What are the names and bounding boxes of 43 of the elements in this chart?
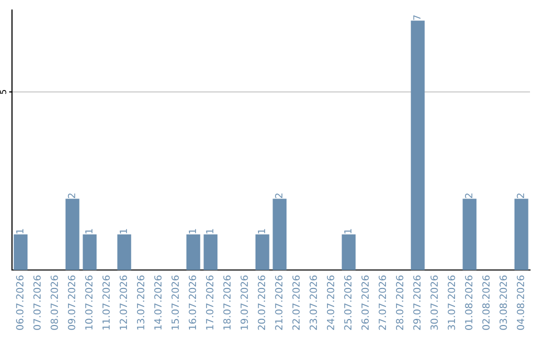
- x-tick-label: 23.07.2026: [310, 275, 317, 330]
- x-tick-label: 04.08.2026: [516, 275, 524, 330]
- x-tick-label: 30.07.2026: [430, 275, 438, 330]
- data-label: 1: [206, 229, 214, 234]
- data-label: 2: [465, 194, 472, 198]
- x-tick-label: 18.07.2026: [223, 275, 231, 330]
- x-tick-label: 16.07.2026: [188, 275, 196, 330]
- x-tick-label: 12.07.2026: [120, 275, 128, 330]
- data-label: 1: [188, 229, 196, 234]
- data-label: 7: [413, 15, 420, 20]
- data-label: 1: [85, 229, 92, 234]
- x-tick-label: 17.07.2026: [206, 275, 214, 330]
- x-tick-label: 29.07.2026: [413, 275, 421, 330]
- x-tick-label: 15.07.2026: [172, 275, 179, 330]
- x-tick-label: 08.07.2026: [50, 275, 58, 330]
- x-tick-label: 20.07.2026: [258, 275, 266, 330]
- x-tick-label: 22.07.2026: [292, 275, 300, 330]
- x-tick-label: 25.07.2026: [344, 275, 352, 330]
- data-label: 1: [344, 229, 352, 234]
- x-tick-label: 06.07.2026: [16, 275, 24, 330]
- x-tick-label: 09.07.2026: [68, 275, 76, 330]
- x-tick-label: 24.07.2026: [326, 275, 334, 330]
- x-tick-label: 13.07.2026: [136, 275, 144, 330]
- data-label: 1: [258, 229, 266, 234]
- x-tick-label: 19.07.2026: [240, 275, 248, 330]
- x-tick-label: 14.07.2026: [154, 275, 162, 330]
- x-tick-label: 28.07.2026: [396, 275, 404, 330]
- data-label: 1: [16, 229, 24, 234]
- x-tick-label: 26.07.2026: [361, 275, 369, 330]
- x-tick-label: 01.08.2026: [465, 275, 472, 330]
- data-label: 2: [275, 194, 282, 198]
- data-label: 2: [516, 194, 524, 198]
- x-tick-label: 27.07.2026: [378, 275, 386, 330]
- data-label: 2: [68, 194, 76, 198]
- x-tick-label: 07.07.2026: [33, 275, 41, 330]
- y-tick-label: 5: [0, 90, 6, 94]
- x-tick-label: 31.07.2026: [448, 275, 456, 330]
- x-tick-label: 10.07.2026: [85, 275, 93, 330]
- x-tick-label: 02.08.2026: [482, 275, 490, 330]
- data-label: 1: [120, 229, 127, 234]
- x-tick-label: 21.07.2026: [275, 275, 282, 330]
- x-tick-label: 03.08.2026: [500, 275, 507, 330]
- x-tick-label: 11.07.2026: [102, 275, 110, 330]
